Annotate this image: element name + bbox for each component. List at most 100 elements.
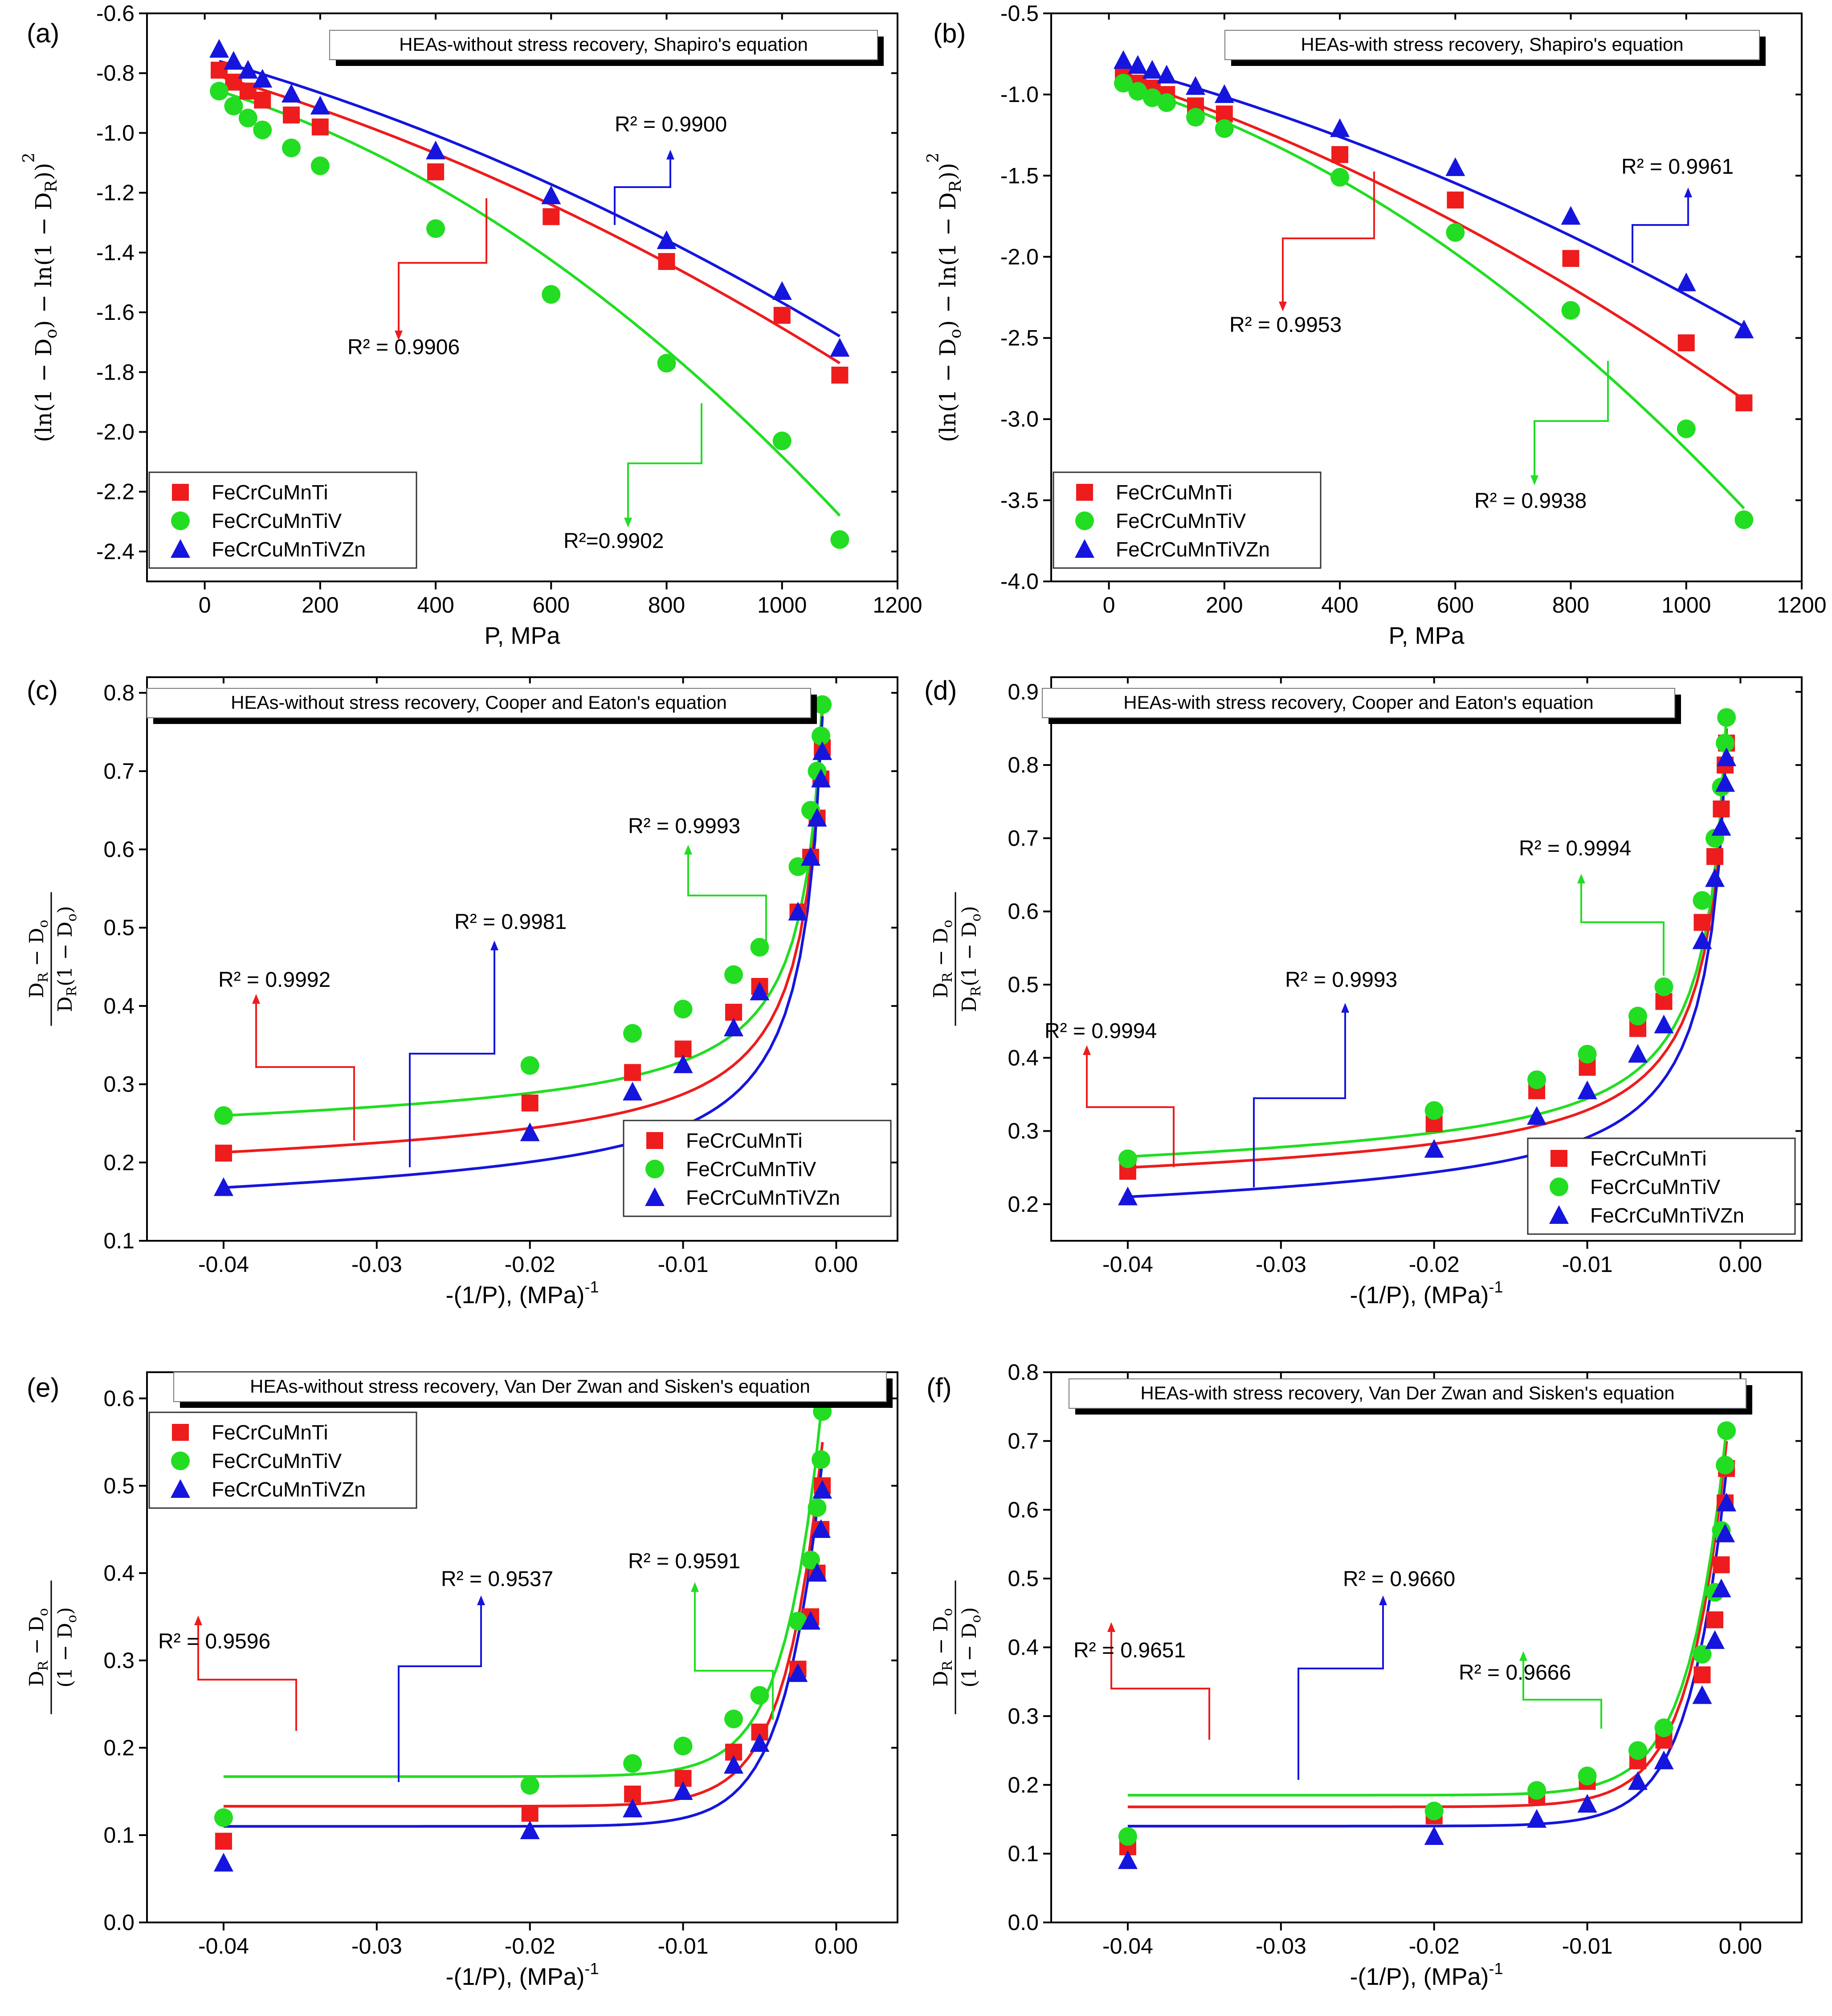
- point-FeCrCuMnTiVZn: [724, 1018, 744, 1037]
- legend-label-FeCrCuMnTi: FeCrCuMnTi: [1590, 1147, 1707, 1170]
- r2-label-FeCrCuMnTiV: R² = 0.9981: [454, 910, 567, 934]
- chart-title: HEAs-without stress recovery, Cooper and…: [231, 692, 727, 713]
- point-FeCrCuMnTiV: [520, 1056, 539, 1075]
- point-FeCrCuMnTiVZn: [724, 1755, 744, 1774]
- arrow-head: [624, 518, 632, 528]
- panel-label: (e): [27, 1373, 59, 1403]
- legend-marker-FeCrCuMnTiV: [171, 511, 190, 530]
- panel-label: (f): [926, 1373, 952, 1403]
- point-FeCrCuMnTiVZn: [788, 1663, 808, 1682]
- y-tick-label: -4.0: [1000, 569, 1039, 594]
- point-FeCrCuMnTiV: [1142, 88, 1162, 107]
- point-FeCrCuMnTiV: [253, 120, 272, 139]
- point-FeCrCuMnTiV: [1186, 108, 1205, 127]
- x-tick-label: -0.04: [198, 1934, 249, 1959]
- svg-text:DR − Do: DR − Do: [930, 920, 955, 998]
- point-FeCrCuMnTi: [1713, 800, 1730, 818]
- point-FeCrCuMnTiV: [1654, 977, 1673, 996]
- point-FeCrCuMnTiVZn: [623, 1799, 643, 1818]
- r2-arrow: [1253, 1009, 1346, 1187]
- panel-e: -0.04 -0.03 -0.02 -0.01 0.00 0.0 0.1 0.2 0.3 0.4 0…: [25, 1371, 898, 1990]
- point-FeCrCuMnTiVZn: [1654, 1750, 1674, 1770]
- point-FeCrCuMnTi: [1447, 191, 1464, 209]
- r2-label-FeCrCuMnTiVZn: R² = 0.9993: [628, 814, 740, 838]
- point-FeCrCuMnTiVZn: [1676, 272, 1696, 291]
- y-axis-title: DR − Do(1 − Do): [930, 1580, 984, 1714]
- y-tick-label: 0.9: [1008, 679, 1039, 704]
- point-FeCrCuMnTi: [624, 1064, 641, 1081]
- legend: [1527, 1137, 1796, 1235]
- point-FeCrCuMnTiVZn: [1118, 1186, 1138, 1206]
- point-FeCrCuMnTiV: [750, 1686, 769, 1705]
- x-tick-label: 800: [1552, 593, 1589, 617]
- x-tick-label: -0.02: [1409, 1252, 1460, 1277]
- y-tick-label: 0.8: [103, 680, 135, 705]
- r2-arrow: [1534, 361, 1609, 479]
- point-FeCrCuMnTi: [1713, 1556, 1730, 1574]
- fit-line-FeCrCuMnTiVZn: [1127, 1468, 1728, 1828]
- point-FeCrCuMnTiVZn: [1692, 1685, 1712, 1704]
- svg-text:DR(1 − Do): DR(1 − Do): [958, 906, 984, 1012]
- x-tick-label: -0.04: [198, 1252, 249, 1277]
- svg-text:DR(1 − Do): DR(1 − Do): [54, 906, 80, 1012]
- point-FeCrCuMnTiV: [1628, 1006, 1648, 1026]
- panel-c: -0.04 -0.03 -0.02 -0.01 0.00 0.1 0.2 0.3 0.4 0.5 0…: [25, 675, 898, 1309]
- point-FeCrCuMnTi: [1693, 1666, 1711, 1684]
- point-FeCrCuMnTiV: [1654, 1718, 1673, 1738]
- y-tick-label: 0.4: [1008, 1635, 1039, 1660]
- point-FeCrCuMnTiV: [1128, 82, 1147, 101]
- point-FeCrCuMnTiVZn: [1114, 50, 1134, 69]
- legend-marker-FeCrCuMnTi: [172, 484, 189, 501]
- r2-label-FeCrCuMnTiV: R² = 0.9537: [441, 1567, 553, 1591]
- r2-arrow: [409, 947, 495, 1167]
- x-tick-label: -0.01: [1562, 1934, 1613, 1959]
- y-tick-label: 0.8: [1008, 752, 1039, 777]
- y-tick-label: -0.8: [96, 61, 135, 86]
- r2-arrow: [398, 1602, 482, 1782]
- y-tick-label: -1.6: [96, 300, 135, 325]
- svg-text:DR − Do: DR − Do: [25, 920, 51, 998]
- panel-a: 0 200 400 600 800 1000 1200 -0.6 -0.8 -1.0 -1.2 -1.…: [20, 1, 922, 649]
- x-axis-title: P, MPa: [484, 622, 560, 649]
- legend: [1053, 471, 1322, 569]
- point-FeCrCuMnTiV: [788, 1611, 808, 1631]
- legend-marker-FeCrCuMnTi: [1550, 1150, 1567, 1167]
- point-FeCrCuMnTiVZn: [1715, 1523, 1735, 1542]
- r2-label-FeCrCuMnTi: R² = 0.9651: [1073, 1639, 1186, 1662]
- point-FeCrCuMnTiVZn: [812, 1480, 832, 1499]
- y-tick-label: -1.5: [1000, 163, 1039, 188]
- point-FeCrCuMnTi: [211, 61, 228, 79]
- point-FeCrCuMnTi: [1706, 848, 1724, 865]
- legend-label-FeCrCuMnTiVZn: FeCrCuMnTiVZn: [212, 1478, 366, 1501]
- point-FeCrCuMnTiV: [1628, 1741, 1648, 1760]
- point-FeCrCuMnTiVZn: [1711, 817, 1731, 836]
- x-tick-label: -0.02: [1409, 1934, 1460, 1959]
- arrow-head: [1684, 188, 1692, 197]
- point-FeCrCuMnTiVZn: [1214, 84, 1234, 103]
- fit-line-FeCrCuMnTi: [223, 708, 824, 1154]
- x-tick-label: -0.03: [1256, 1934, 1306, 1959]
- arrow-head: [490, 941, 498, 950]
- point-FeCrCuMnTiV: [1114, 74, 1133, 93]
- fit-line-FeCrCuMnTiV: [223, 700, 824, 1117]
- point-FeCrCuMnTi: [1677, 334, 1695, 352]
- point-FeCrCuMnTiV: [1717, 708, 1736, 727]
- x-tick-label: -0.01: [658, 1252, 709, 1277]
- point-FeCrCuMnTiVZn: [807, 1562, 827, 1582]
- y-tick-label: 0.4: [103, 994, 135, 1018]
- x-axis-title: -(1/P), (MPa)-1: [445, 1959, 599, 1990]
- y-tick-label: -2.5: [1000, 326, 1039, 351]
- svg-text:DR − Do: DR − Do: [930, 1608, 955, 1686]
- point-FeCrCuMnTiVZn: [541, 185, 561, 204]
- point-FeCrCuMnTiVZn: [1628, 1044, 1648, 1063]
- point-FeCrCuMnTi: [1562, 250, 1579, 267]
- r2-arrow: [687, 851, 767, 951]
- x-tick-label: 200: [302, 593, 339, 617]
- point-FeCrCuMnTi: [521, 1094, 539, 1112]
- r2-label-FeCrCuMnTiVZn: R² = 0.9591: [628, 1550, 740, 1573]
- point-FeCrCuMnTiV: [1118, 1149, 1137, 1168]
- chart-title: HEAs-with stress recovery, Van Der Zwan …: [1140, 1382, 1674, 1403]
- legend-label-FeCrCuMnTiV: FeCrCuMnTiV: [686, 1157, 816, 1181]
- point-FeCrCuMnTiV: [724, 1709, 743, 1729]
